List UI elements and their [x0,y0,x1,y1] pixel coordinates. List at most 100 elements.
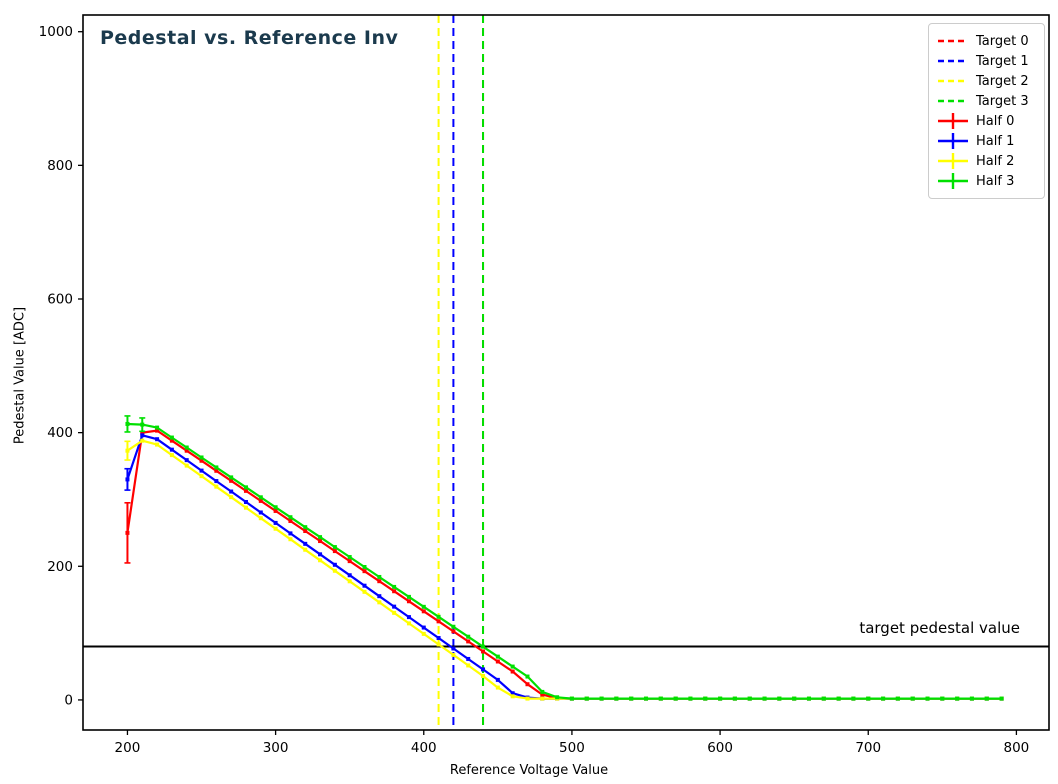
x-tick-label: 400 [411,740,437,756]
marker-half3 [318,535,323,540]
marker-half3 [599,696,604,701]
marker-half1 [451,646,456,651]
marker-half2 [303,547,308,552]
marker-half2 [525,696,530,701]
x-tick-label: 800 [1004,740,1030,756]
marker-half1 [273,520,278,525]
dashed-line-sample-icon [937,32,969,50]
errorbar-sample-icon [937,112,969,130]
marker-half3 [466,634,471,639]
marker-half3 [392,584,397,589]
legend-label: Half 0 [976,113,1015,129]
marker-half0 [495,659,500,664]
marker-half0 [406,599,411,604]
legend-item-target3: Target 3 [937,91,1036,111]
marker-half0 [318,539,323,544]
marker-half0 [421,609,426,614]
marker-half3 [851,696,856,701]
marker-half0 [377,579,382,584]
marker-half1 [303,541,308,546]
marker-half2 [540,696,545,701]
marker-half3 [762,696,767,701]
marker-half3 [881,696,886,701]
marker-half2 [481,673,486,678]
marker-half2 [199,474,204,479]
marker-half2 [214,484,219,489]
marker-half2 [362,589,367,594]
marker-half3 [629,696,634,701]
marker-half3 [925,696,930,701]
marker-half1 [347,573,352,578]
marker-half0 [436,619,441,624]
x-tick-label: 300 [263,740,289,756]
marker-half1 [229,489,234,494]
marker-half1 [125,477,130,482]
marker-half0 [140,430,145,435]
marker-half3 [436,614,441,619]
y-axis-label: Pedestal Value [ADC] [12,306,28,445]
marker-half1 [318,552,323,557]
legend-label: Half 3 [976,173,1015,189]
marker-half2 [436,642,441,647]
marker-half2 [258,516,263,521]
x-tick-label: 700 [855,740,881,756]
marker-half3 [614,696,619,701]
marker-half3 [555,695,560,700]
series-line-half3 [127,422,1002,700]
marker-half3 [362,565,367,570]
marker-half2 [510,694,515,699]
marker-half3 [940,696,945,701]
legend-item-target0: Target 0 [937,31,1036,51]
marker-half2 [273,526,278,531]
marker-half3 [155,425,160,430]
axes-spines [82,14,1050,731]
marker-half3 [999,696,1004,701]
marker-half1 [436,636,441,641]
marker-half3 [184,445,189,450]
marker-half0 [229,478,234,483]
marker-half2 [184,463,189,468]
marker-half1 [332,562,337,567]
marker-half0 [466,639,471,644]
legend-item-half2: Half 2 [937,151,1036,171]
legend-label: Target 1 [976,53,1029,69]
marker-half3 [644,696,649,701]
marker-half3 [718,696,723,701]
marker-half2 [243,505,248,510]
marker-half3 [273,505,278,510]
marker-half3 [347,555,352,560]
marker-half3 [969,696,974,701]
marker-half2 [451,652,456,657]
marker-half3 [288,515,293,520]
marker-half1 [184,458,189,463]
marker-half0 [540,692,545,697]
marker-half0 [288,518,293,523]
marker-half3 [243,485,248,490]
series-line-half1 [126,434,1002,700]
marker-half0 [362,569,367,574]
marker-half3 [214,465,219,470]
marker-half2 [406,621,411,626]
x-tick-label: 600 [707,740,733,756]
marker-half2 [140,438,145,443]
series-line-half2 [126,439,1002,700]
marker-half3 [703,696,708,701]
marker-half1 [199,468,204,473]
legend-item-half3: Half 3 [937,171,1036,191]
marker-half1 [510,691,515,696]
marker-half1 [362,583,367,588]
marker-half1 [140,433,145,438]
y-tick-label: 400 [47,425,73,441]
marker-half0 [258,498,263,503]
legend-item-half1: Half 1 [937,131,1036,151]
marker-half3 [584,696,589,701]
marker-half1 [155,437,160,442]
marker-half1 [169,447,174,452]
y-tick-label: 200 [47,559,73,575]
marker-half3 [688,696,693,701]
marker-half0 [332,549,337,554]
marker-half2 [421,631,426,636]
marker-half2 [392,610,397,615]
marker-half3 [258,495,263,500]
